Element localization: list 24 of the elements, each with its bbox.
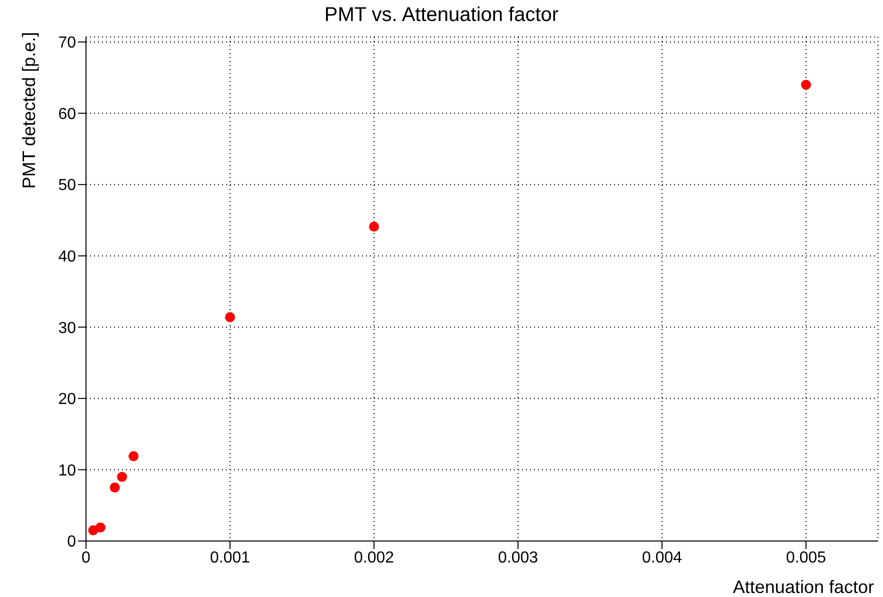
- y-tick-label: 70: [58, 34, 76, 52]
- x-tick-label: 0.001: [210, 549, 250, 566]
- y-tick-label: 10: [58, 462, 76, 480]
- x-tick-label: 0.003: [498, 549, 538, 566]
- point: [801, 80, 811, 90]
- x-tick-label: 0.005: [786, 549, 826, 566]
- y-tick-label: 30: [58, 320, 76, 337]
- point: [225, 312, 235, 322]
- point: [128, 451, 139, 462]
- x-tick-label: 0: [82, 549, 91, 566]
- y-tick-label: 20: [58, 391, 76, 408]
- y-tick-label: 50: [58, 177, 76, 194]
- x-tick-label: 0.004: [642, 549, 682, 566]
- y-tick-label: 60: [58, 106, 76, 123]
- point: [369, 222, 379, 232]
- x-tick-label: 0.002: [354, 549, 394, 566]
- y-axis-title: PMT detected [p.e.]: [18, 32, 39, 189]
- x-axis-title: Attenuation factor: [732, 577, 874, 597]
- point: [95, 522, 106, 532]
- point: [110, 482, 120, 493]
- y-tick-label: 0: [67, 534, 76, 551]
- y-tick-label: 40: [58, 248, 76, 266]
- chart-title: PMT vs. Attenuation factor: [323, 4, 560, 27]
- point: [117, 472, 127, 482]
